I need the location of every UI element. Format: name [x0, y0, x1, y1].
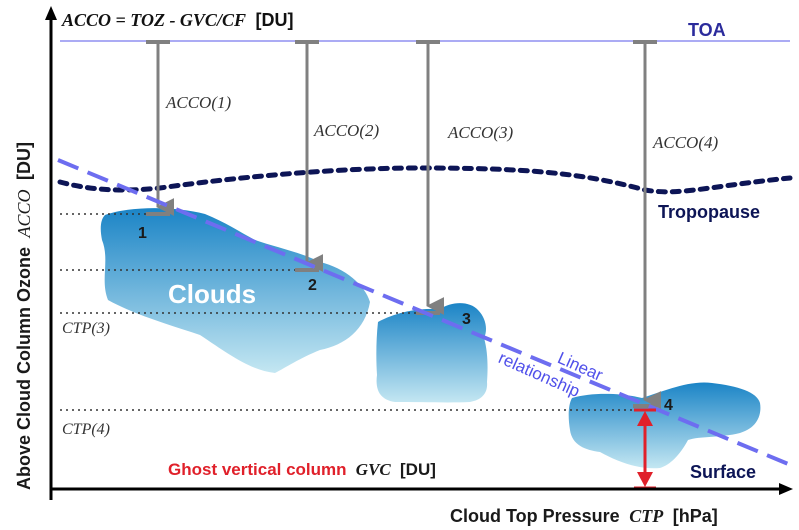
acco-label-2: ACCO(2) — [313, 121, 380, 140]
ghost-column-label: Ghost vertical column GVC [DU] — [168, 460, 436, 479]
acco-label-3: ACCO(3) — [447, 123, 514, 142]
acco-arrow-1 — [146, 40, 175, 216]
tropopause-curve — [57, 165, 793, 195]
x-axis-title-unit: [hPa] — [673, 506, 718, 526]
acco-label-4: ACCO(4) — [652, 133, 719, 152]
cloud-number-4: 4 — [664, 397, 673, 414]
formula-equation: ACCO = TOZ - GVC/CF — [61, 10, 246, 30]
y-axis-title-text: Above Cloud Column Ozone — [14, 247, 34, 490]
acco-arrow-2 — [295, 40, 324, 272]
toa-label: TOA — [688, 20, 726, 40]
cloud-number-3: 3 — [462, 311, 471, 328]
x-axis-title: Cloud Top Pressure CTP [hPa] — [450, 506, 718, 526]
ghost-column-symbol: GVC — [356, 460, 392, 479]
ctp-label-3: CTP(3) — [62, 320, 110, 337]
ghost-column-text: Ghost vertical column — [168, 460, 347, 479]
clouds-label: Clouds — [168, 279, 256, 309]
surface-label: Surface — [690, 462, 756, 482]
x-axis-title-text: Cloud Top Pressure — [450, 506, 620, 526]
y-axis-title: Above Cloud Column Ozone ACCO [DU] — [14, 142, 34, 490]
acco-arrow-4 — [633, 40, 662, 409]
ctp-label-4: CTP(4) — [62, 421, 110, 438]
y-axis-title-unit: [DU] — [14, 142, 34, 180]
x-axis — [51, 483, 793, 495]
cloud-number-2: 2 — [308, 277, 317, 294]
linear-relationship-line — [57, 158, 794, 468]
x-axis-title-symbol: CTP — [629, 506, 664, 526]
acco-arrow-3 — [416, 40, 445, 315]
formula: ACCO = TOZ - GVC/CF [DU] — [61, 10, 293, 30]
y-axis — [45, 6, 57, 500]
cloud-1 — [100, 208, 371, 373]
tropopause-label: Tropopause — [658, 202, 760, 222]
ghost-column-unit: [DU] — [400, 460, 436, 479]
formula-unit: [DU] — [255, 10, 293, 30]
y-axis-title-symbol: ACCO — [14, 189, 34, 238]
cloud-4 — [568, 382, 761, 469]
acco-label-1: ACCO(1) — [165, 93, 232, 112]
cloud-number-1: 1 — [138, 225, 147, 242]
